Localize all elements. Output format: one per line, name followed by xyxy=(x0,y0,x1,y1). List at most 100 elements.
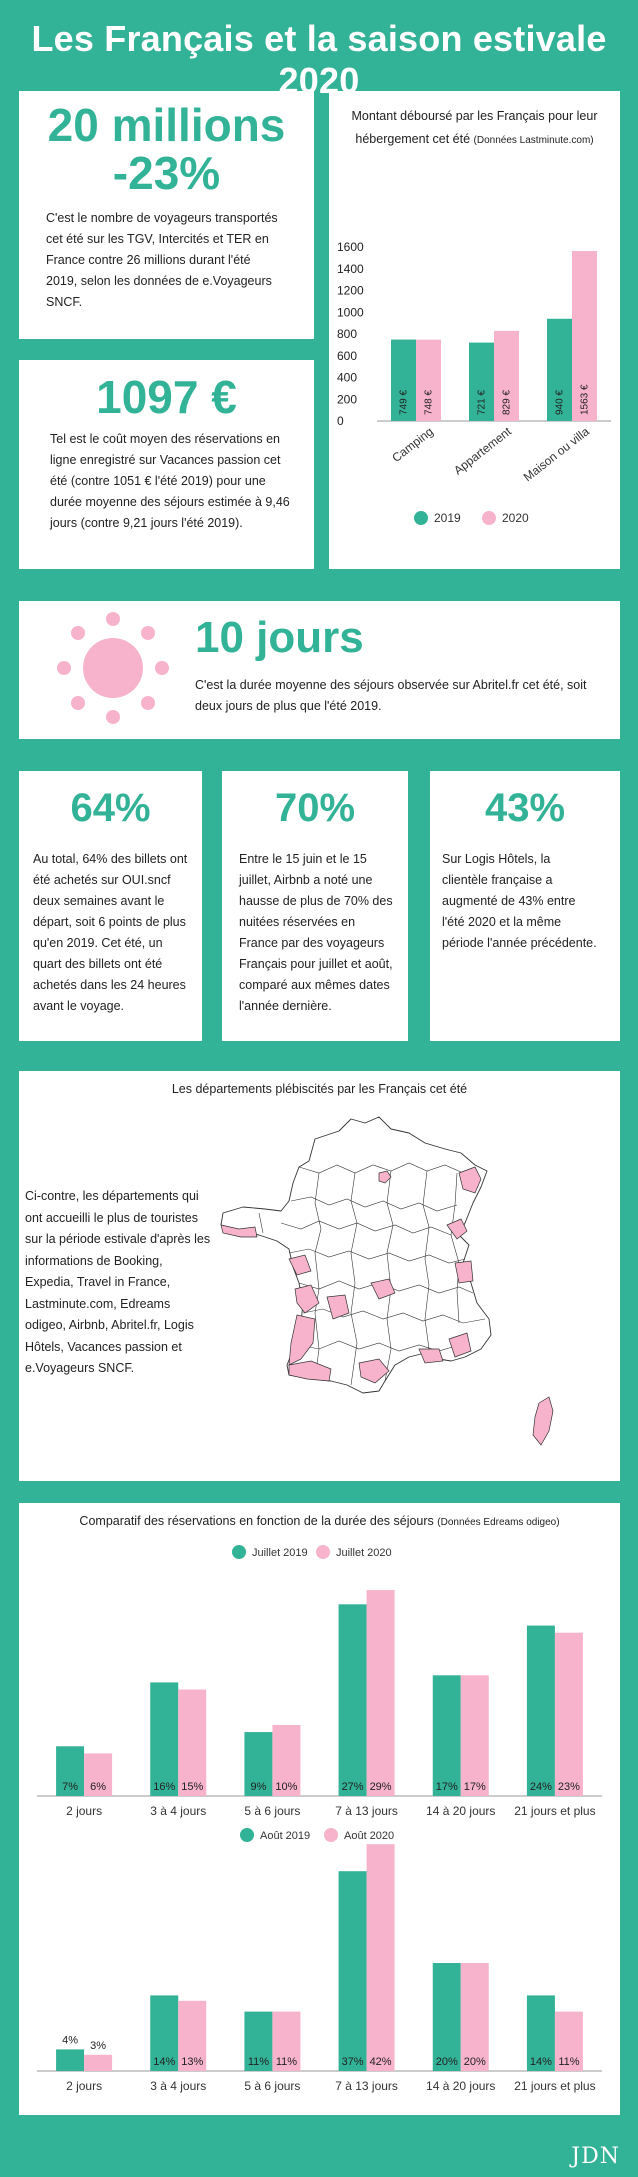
legend-label: Août 2019 xyxy=(260,1830,310,1842)
duration-bar xyxy=(366,1844,395,2071)
bar-data-label: 829 € xyxy=(502,390,513,415)
duration-chart-source: (Données Edreams odigeo) xyxy=(437,1517,560,1528)
legend-swatch xyxy=(240,1828,254,1842)
category-label: 5 à 6 jours xyxy=(244,2079,300,2093)
category-label: 3 à 4 jours xyxy=(150,1804,206,1818)
duration-bar xyxy=(526,1995,555,2071)
cost-text: Tel est le coût moyen des réservations e… xyxy=(50,432,290,531)
category-label: Appartement xyxy=(451,424,514,478)
bar-data-label: 4% xyxy=(62,2034,78,2046)
accommodation-bar xyxy=(416,339,441,421)
duration-number: 10 jours xyxy=(195,613,364,662)
category-label: 14 à 20 jours xyxy=(426,1804,495,1818)
bar-data-label: 11% xyxy=(558,2056,579,2068)
highlight-var xyxy=(418,1348,444,1364)
category-label: Maison ou villa xyxy=(521,424,592,484)
bar-data-label: 23% xyxy=(558,1781,580,1793)
map-text: Ci-contre, les départements qui ont accu… xyxy=(25,1189,211,1375)
legend-swatch xyxy=(316,1545,330,1559)
bar-data-label: 16% xyxy=(153,1781,175,1793)
bar-data-label: 13% xyxy=(181,2056,203,2068)
sun-icon xyxy=(57,612,169,724)
card-duration-comparison: Comparatif des réservations en fonction … xyxy=(19,1503,620,2115)
highlight-charente-maritime xyxy=(294,1284,320,1314)
bar-data-label: 6% xyxy=(90,1781,106,1793)
legend-label: 2020 xyxy=(502,511,529,525)
accommodation-chart-source: (Données Lastminute.com) xyxy=(473,135,594,146)
duration-bar xyxy=(272,2011,301,2071)
highlight-bas-rhin xyxy=(458,1166,482,1194)
duration-text: C'est la durée moyenne des séjours obser… xyxy=(195,678,587,713)
legend-swatch xyxy=(414,511,428,525)
bar-data-label: 11% xyxy=(276,2056,297,2068)
bar-data-label: 17% xyxy=(464,1781,486,1793)
bar-data-label: 748 € xyxy=(424,390,435,415)
card-accommodation-chart: Montant déboursé par les Français pour l… xyxy=(329,91,620,569)
category-label: Camping xyxy=(389,424,435,465)
y-tick-label: 1200 xyxy=(337,284,364,298)
duration-bar xyxy=(272,1725,301,1796)
y-tick-label: 800 xyxy=(337,327,357,341)
travellers-change: -23% xyxy=(112,147,221,200)
duration-bar xyxy=(150,1682,179,1796)
legend-label: Août 2020 xyxy=(344,1830,394,1842)
accommodation-bar xyxy=(494,330,519,421)
stat-2-number: 70% xyxy=(274,786,356,830)
highlight-vendee xyxy=(288,1254,312,1276)
bar-data-label: 20% xyxy=(464,2056,486,2068)
highlight-finistere xyxy=(220,1224,258,1238)
category-label: 21 jours et plus xyxy=(514,2079,595,2093)
bar-data-label: 1563 € xyxy=(580,384,591,415)
duration-bar xyxy=(432,1675,461,1796)
cost-number: 1097 € xyxy=(96,371,237,423)
stat-1-number: 64% xyxy=(70,786,151,830)
highlight-alpes xyxy=(454,1260,474,1284)
duration-bar xyxy=(366,1590,395,1796)
duration-bar xyxy=(554,1632,583,1796)
accommodation-bar xyxy=(572,251,597,421)
accommodation-bar xyxy=(469,342,494,421)
legend-label: Juillet 2019 xyxy=(252,1547,308,1559)
highlight-gironde-landes xyxy=(288,1314,316,1366)
y-tick-label: 400 xyxy=(337,371,357,385)
legend-label: Juillet 2020 xyxy=(336,1547,392,1559)
bar-data-label: 14% xyxy=(153,2056,175,2068)
bar-data-label: 17% xyxy=(436,1781,458,1793)
duration-bar xyxy=(554,2011,583,2071)
stat-card-1: 64% Au total, 64% des billets ont été ac… xyxy=(19,771,202,1041)
bar-data-label: 37% xyxy=(342,2056,364,2068)
bar-data-label: 27% xyxy=(342,1781,364,1793)
duration-bar xyxy=(84,1753,113,1796)
bar-data-label: 749 € xyxy=(399,390,410,415)
duration-bar xyxy=(178,2000,207,2071)
card-travellers: 20 millions -23% C'est le nombre de voya… xyxy=(19,91,314,339)
highlight-puy-de-dome xyxy=(370,1278,396,1300)
map-title: Les départements plébiscités par les Fra… xyxy=(171,1082,468,1096)
accommodation-bar-chart: 0 200 400 600 800 1000 1200 1400 1600 749 € 748 € C… xyxy=(337,240,611,525)
duration-bar xyxy=(244,2011,273,2071)
bar-data-label: 42% xyxy=(370,2056,392,2068)
legend-label: 2019 xyxy=(434,511,461,525)
bar-data-label: 3% xyxy=(90,2040,106,2052)
highlight-dordogne xyxy=(326,1294,350,1320)
duration-chart-title-text: Comparatif des réservations en fonction … xyxy=(79,1514,434,1528)
july-bar-chart: Juillet 2019 Juillet 2020 7% 6% 2 jours 16% 15… xyxy=(37,1545,602,1818)
y-tick-label: 1600 xyxy=(337,240,364,254)
stat-1-text: Au total, 64% des billets ont été acheté… xyxy=(33,852,188,1013)
y-tick-label: 200 xyxy=(337,392,357,406)
stat-3-number: 43% xyxy=(484,786,566,830)
jdn-logo: JDN xyxy=(571,2144,620,2169)
card-cost: 1097 € Tel est le coût moyen des réserva… xyxy=(19,360,314,569)
category-label: 7 à 13 jours xyxy=(335,2079,398,2093)
y-tick-label: 1000 xyxy=(337,305,364,319)
legend-swatch xyxy=(324,1828,338,1842)
highlight-doubs xyxy=(446,1218,468,1240)
category-label: 5 à 6 jours xyxy=(244,1804,300,1818)
card-map: Les départements plébiscités par les Fra… xyxy=(19,1071,620,1481)
stat-3-text: Sur Logis Hôtels, la clientèle française… xyxy=(442,852,597,950)
duration-chart-title: Comparatif des réservations en fonction … xyxy=(19,1514,620,1528)
card-duration: 10 jours C'est la durée moyenne des séjo… xyxy=(19,601,620,739)
category-label: 3 à 4 jours xyxy=(150,2079,206,2093)
legend-swatch xyxy=(232,1545,246,1559)
stat-card-2: 70% Entre le 15 juin et le 15 juillet, A… xyxy=(222,771,408,1041)
